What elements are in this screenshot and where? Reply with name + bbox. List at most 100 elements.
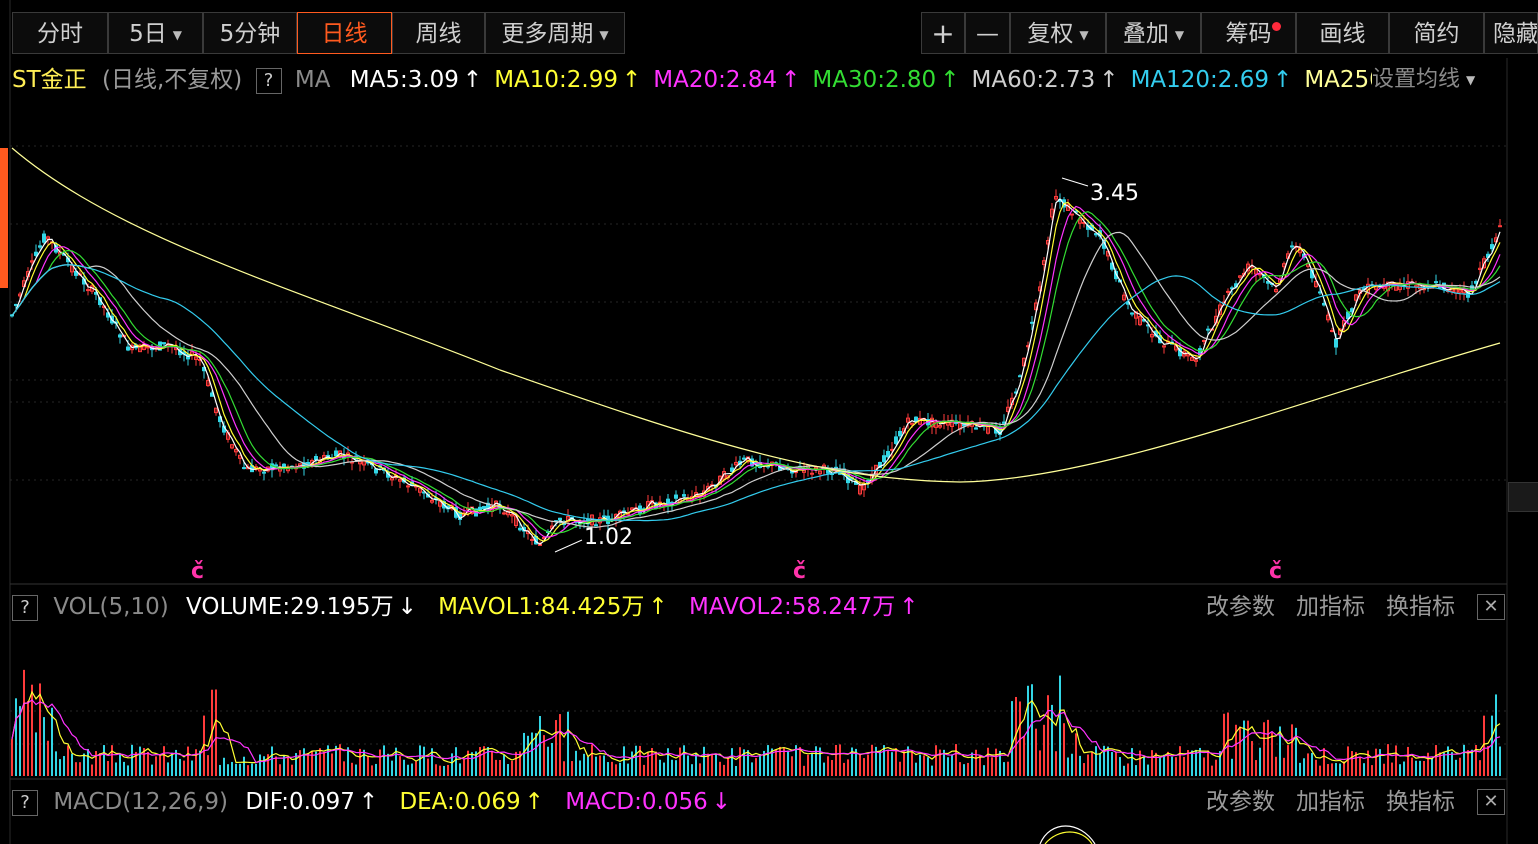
ma-value-2: MA20:2.84 [653, 67, 778, 93]
ma-value-3: MA30:2.80 [812, 67, 937, 93]
down-arrow-icon: ↓ [711, 789, 732, 815]
candle-body [1334, 338, 1338, 348]
candle-body [162, 342, 166, 345]
chevron-down-icon: ▼ [599, 27, 609, 42]
candle-body [1186, 353, 1190, 357]
candle-body [734, 461, 738, 466]
indicator-name[interactable]: MA [294, 67, 331, 93]
ma10-line [11, 201, 1501, 542]
down-arrow-icon: ↓ [397, 594, 417, 620]
low-pointer [554, 539, 583, 553]
vol-add-indicator-button[interactable]: 加指标 [1296, 594, 1365, 620]
candle-body [1130, 312, 1134, 315]
tab-5day[interactable]: 5日 ▼ [108, 12, 203, 54]
macd-dif: DIF:0.097 [245, 789, 355, 815]
candle-body [30, 260, 34, 263]
macd-header: ? MACD(12,26,9) DIF:0.097 ↑ DEA:0.069 ↑ MA… [12, 782, 1506, 822]
chevron-down-icon: ▼ [172, 27, 182, 42]
stock-name: ST金正 [12, 67, 87, 93]
candle-body [70, 265, 74, 273]
tab-intraday[interactable]: 分时 [12, 12, 108, 54]
candle-body [1138, 316, 1142, 326]
tab-weekly[interactable]: 周线 [392, 12, 485, 54]
candle-body [234, 449, 238, 453]
vol-close-icon[interactable]: ✕ [1477, 594, 1505, 620]
candle-body [646, 501, 650, 511]
ma250-line [11, 147, 1501, 483]
overlay-button[interactable]: 叠加 ▼ [1106, 12, 1201, 54]
ma-value-0: MA5:3.09 [349, 67, 459, 93]
candle-body [262, 471, 266, 474]
macd-modify-params-button[interactable]: 改参数 [1206, 789, 1275, 815]
simple-button[interactable]: 简约 [1389, 12, 1484, 54]
tab-5min[interactable]: 5分钟 [203, 12, 297, 54]
tab-more-periods[interactable]: 更多周期 ▼ [485, 12, 625, 54]
candle-body [1218, 304, 1222, 315]
candle-body [314, 456, 318, 461]
candle-body [1478, 267, 1482, 271]
candle-body [1254, 269, 1258, 275]
candle-body [1322, 302, 1326, 306]
tab-daily[interactable]: 日线 [297, 12, 392, 54]
candle-body [1238, 275, 1242, 278]
vol-switch-indicator-button[interactable]: 换指标 [1386, 594, 1455, 620]
help-icon[interactable]: ? [255, 67, 282, 94]
candle-body [214, 407, 218, 414]
candle-body [882, 455, 886, 463]
candle-body [430, 499, 434, 503]
mavol2-line [11, 699, 1501, 764]
candle-body [1394, 283, 1398, 291]
candle-body [974, 427, 978, 430]
candle-body [818, 470, 822, 475]
zoom-out-button[interactable]: — [965, 12, 1010, 54]
left-scroll-indicator[interactable] [0, 148, 8, 288]
vol-volume: VOLUME:29.195万 [186, 594, 394, 620]
up-arrow-icon: ↑ [622, 67, 642, 93]
high-pointer [1061, 177, 1089, 187]
candle-body [334, 450, 338, 457]
candle-body [1498, 225, 1502, 228]
macd-help-icon[interactable]: ? [12, 789, 38, 816]
candle-body [1162, 345, 1166, 348]
chevron-down-icon: ▼ [1079, 27, 1089, 42]
candle-body [910, 422, 914, 425]
candle-body [1194, 359, 1198, 362]
chips-button[interactable]: 筹码 [1201, 12, 1296, 54]
up-arrow-icon: ↑ [781, 67, 801, 93]
vol-help-icon[interactable]: ? [12, 594, 38, 621]
candle-body [1354, 294, 1358, 301]
candle-body [406, 485, 410, 488]
ma60-line [11, 231, 1501, 529]
zoom-in-button[interactable]: + [921, 12, 965, 54]
candle-body [1274, 289, 1278, 293]
macd-close-icon[interactable]: ✕ [1477, 789, 1505, 815]
event-marker-icon: č [793, 559, 806, 584]
candle-body [230, 444, 234, 449]
candle-body [674, 494, 678, 499]
candle-body [1070, 213, 1074, 216]
candle-body [86, 289, 90, 292]
candle-body [1202, 339, 1206, 342]
candle-body [962, 424, 966, 427]
candle-body [1150, 333, 1154, 338]
macd-switch-indicator-button[interactable]: 换指标 [1386, 789, 1455, 815]
ma-settings-button[interactable]: 设置均线 ▼ [1372, 60, 1506, 100]
candle-body [14, 303, 18, 306]
vol-indicator-name[interactable]: VOL(5,10) [53, 594, 169, 620]
adjust-button[interactable]: 复权 ▼ [1010, 12, 1106, 54]
vol-modify-params-button[interactable]: 改参数 [1206, 594, 1275, 620]
candle-body [1226, 290, 1230, 293]
right-scroll-handle[interactable] [1508, 482, 1538, 512]
macd-indicator-name[interactable]: MACD(12,26,9) [53, 789, 228, 815]
up-arrow-icon: ↑ [899, 594, 919, 620]
draw-line-button[interactable]: 画线 [1296, 12, 1389, 54]
candle-body [874, 464, 878, 474]
hide-button[interactable]: 隐藏 [1484, 12, 1538, 54]
candle-body [886, 451, 890, 458]
candle-body [930, 417, 934, 428]
ma30-line [11, 211, 1501, 535]
candle-body [1190, 357, 1194, 361]
macd-add-indicator-button[interactable]: 加指标 [1296, 789, 1365, 815]
low-price-label: 1.02 [584, 525, 633, 550]
